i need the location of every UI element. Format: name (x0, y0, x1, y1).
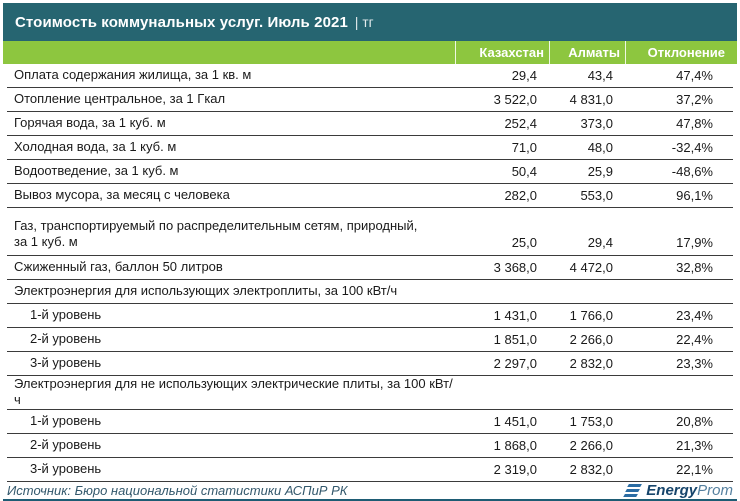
table-row: Газ, транспортируемый по распределительн… (7, 208, 733, 256)
table-row: 1-й уровень 1 431,0 1 766,0 23,4% (7, 304, 733, 328)
deviation-value: 23,3% (676, 356, 713, 371)
table-row: Водоотведение, за 1 куб. м 50,4 25,9 -48… (7, 160, 733, 184)
kazakhstan-value: 25,0 (511, 235, 537, 250)
deviation-value: 47,4% (676, 68, 713, 83)
deviation-value: 17,9% (676, 235, 713, 250)
row-label: Электроэнергия для использующих электроп… (14, 283, 398, 299)
row-label: 3-й уровень (30, 460, 102, 476)
table-row: Отопление центральное, за 1 Гкал 3 522,0… (7, 88, 733, 112)
title-bar: Стоимость коммунальных услуг. Июль 2021 … (3, 3, 737, 41)
column-header-row: Казахстан Алматы Отклонение (3, 41, 737, 64)
almaty-value: 1 753,0 (569, 413, 613, 429)
kazakhstan-value: 50,4 (511, 164, 537, 179)
kazakhstan-value: 1 451,0 (493, 413, 537, 429)
table-row: 2-й уровень 1 851,0 2 266,0 22,4% (7, 328, 733, 352)
row-label: Горячая вода, за 1 куб. м (14, 115, 166, 131)
source-note: Источник: Бюро национальной статистики А… (7, 483, 348, 498)
almaty-value: 2 266,0 (569, 437, 613, 453)
table-row: 2-й уровень 1 868,0 2 266,0 21,3% (7, 434, 733, 458)
row-label: Газ, транспортируемый по распределительн… (14, 217, 418, 249)
table-row: Сжиженный газ, баллон 50 литров 3 368,0 … (7, 256, 733, 280)
kazakhstan-value: 71,0 (511, 140, 537, 155)
row-label: 3-й уровень (30, 355, 102, 371)
almaty-value: 1 766,0 (569, 308, 613, 323)
footer: Источник: Бюро национальной статистики А… (7, 482, 733, 499)
table-row: Холодная вода, за 1 куб. м 71,0 48,0 -32… (7, 136, 733, 160)
kazakhstan-value: 1 851,0 (493, 332, 537, 347)
deviation-value: -48,6% (671, 164, 713, 179)
kazakhstan-value: 282,0 (504, 188, 537, 203)
deviation-value: 32,8% (676, 260, 713, 275)
table-row: 3-й уровень 2 319,0 2 832,0 22,1% (7, 458, 733, 482)
table-row: 3-й уровень 2 297,0 2 832,0 23,3% (7, 352, 733, 376)
row-label: 1-й уровень (30, 307, 102, 323)
kazakhstan-value: 1 431,0 (493, 308, 537, 323)
section-row: Электроэнергия для использующих электроп… (7, 280, 733, 304)
kazakhstan-value: 3 368,0 (493, 260, 537, 275)
deviation-value: 96,1% (676, 188, 713, 203)
almaty-value: 4 472,0 (569, 260, 613, 275)
section-row: Электроэнергия для не использующих элект… (7, 376, 733, 410)
almaty-value: 553,0 (580, 188, 613, 203)
column-header-deviation: Отклонение (625, 41, 730, 64)
utility-table: Оплата содержания жилища, за 1 кв. м 29,… (7, 64, 733, 482)
deviation-value: 20,8% (676, 413, 713, 429)
kazakhstan-value: 252,4 (504, 116, 537, 131)
deviation-value: 23,4% (676, 308, 713, 323)
almaty-value: 373,0 (580, 116, 613, 131)
deviation-value: 22,1% (676, 461, 713, 477)
table-row: Вывоз мусора, за месяц с человека 282,0 … (7, 184, 733, 208)
almaty-value: 43,4 (587, 68, 613, 83)
deviation-value: 47,8% (676, 116, 713, 131)
kazakhstan-value: 2 297,0 (493, 356, 537, 371)
logo-text-energy: Energy (646, 482, 698, 499)
page-title: Стоимость коммунальных услуг. Июль 2021 (15, 13, 348, 31)
almaty-value: 48,0 (587, 140, 613, 155)
logo-text-prom: Prom (697, 482, 733, 499)
deviation-value: 21,3% (676, 437, 713, 453)
almaty-value: 2 832,0 (569, 356, 613, 371)
kazakhstan-value: 3 522,0 (493, 92, 537, 107)
bottom-accent-bar (3, 498, 737, 501)
row-label: Оплата содержания жилища, за 1 кв. м (14, 67, 252, 83)
table-row: Оплата содержания жилища, за 1 кв. м 29,… (7, 64, 733, 88)
almaty-value: 2 266,0 (569, 332, 613, 347)
kazakhstan-value: 2 319,0 (493, 461, 537, 477)
almaty-value: 29,4 (587, 235, 613, 250)
deviation-value: 22,4% (676, 332, 713, 347)
row-label: Водоотведение, за 1 куб. м (14, 163, 179, 179)
row-label: Сжиженный газ, баллон 50 литров (14, 259, 223, 275)
title-unit: | тг (354, 14, 374, 30)
almaty-value: 2 832,0 (569, 461, 613, 477)
row-label: 2-й уровень (30, 436, 102, 452)
row-label: Отопление центральное, за 1 Гкал (14, 91, 226, 107)
kazakhstan-value: 29,4 (511, 68, 537, 83)
deviation-value: 37,2% (676, 92, 713, 107)
almaty-value: 4 831,0 (569, 92, 613, 107)
row-label: Холодная вода, за 1 куб. м (14, 139, 177, 155)
deviation-value: -32,4% (671, 140, 713, 155)
row-label: Электроэнергия для не использующих элект… (14, 376, 453, 408)
almaty-value: 25,9 (587, 164, 613, 179)
table-row: Горячая вода, за 1 куб. м 252,4 373,0 47… (7, 112, 733, 136)
energyprom-logo: Energy Prom (623, 482, 733, 499)
column-header-almaty: Алматы (549, 41, 625, 64)
energyprom-logo-icon (623, 484, 643, 497)
column-header-kazakhstan: Казахстан (455, 41, 549, 64)
column-header-spacer (3, 41, 455, 64)
row-label: 1-й уровень (30, 412, 102, 428)
row-label: Вывоз мусора, за месяц с человека (14, 187, 230, 203)
row-label: 2-й уровень (30, 331, 102, 347)
kazakhstan-value: 1 868,0 (493, 437, 537, 453)
table-row: 1-й уровень 1 451,0 1 753,0 20,8% (7, 410, 733, 434)
